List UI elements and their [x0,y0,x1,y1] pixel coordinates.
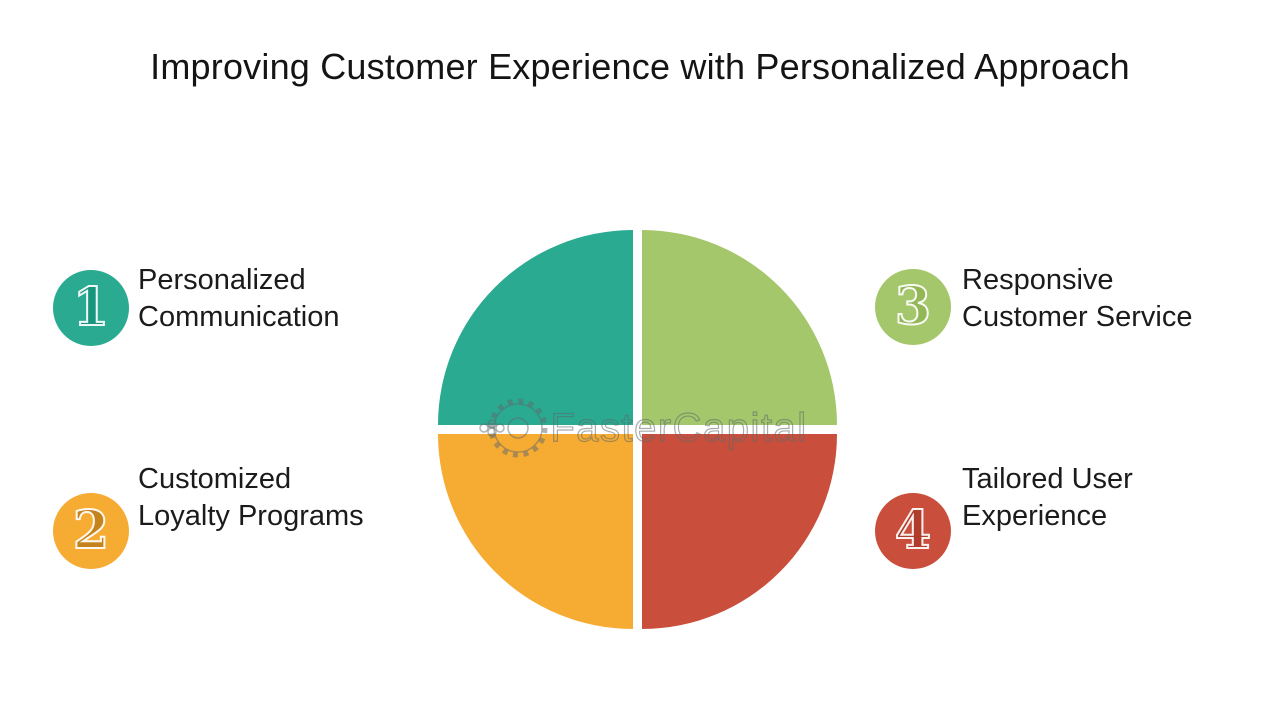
item-4-label-line1: Tailored User [962,463,1133,495]
pie-slice-customized-loyalty-programs [438,434,633,629]
item-3-number: 3 [894,276,932,337]
item-4-number: 4 [894,500,932,561]
item-2-label-line2: Loyalty Programs [138,500,364,532]
pie-slice-responsive-customer-service [642,230,837,425]
item-2-label-line1: Customized [138,463,292,495]
item-1-number-badge: 1 [53,270,129,346]
pie-chart [438,230,837,629]
pie-slice-personalized-communication [438,230,633,425]
item-2-label: Customized Loyalty Programs [138,461,364,535]
item-3-number-badge: 3 [875,269,951,345]
item-4-number-badge: 4 [875,493,951,569]
item-4-label: Tailored User Experience [962,461,1133,535]
page-title: Improving Customer Experience with Perso… [150,46,1130,87]
item-3-label-line2: Customer Service [962,301,1193,333]
item-3-label: Responsive Customer Service [962,262,1192,336]
pie-slice-tailored-user-experience [642,434,837,629]
item-2-number-badge: 2 [53,493,129,569]
item-3-label-line1: Responsive [962,264,1114,296]
item-1-label-line1: Personalized [138,264,306,296]
item-2-number: 2 [72,500,110,561]
item-1-label: Personalized Communication [138,262,339,336]
item-4-label-line2: Experience [962,500,1108,532]
item-1-label-line2: Communication [138,301,340,333]
item-1-number: 1 [72,277,110,338]
